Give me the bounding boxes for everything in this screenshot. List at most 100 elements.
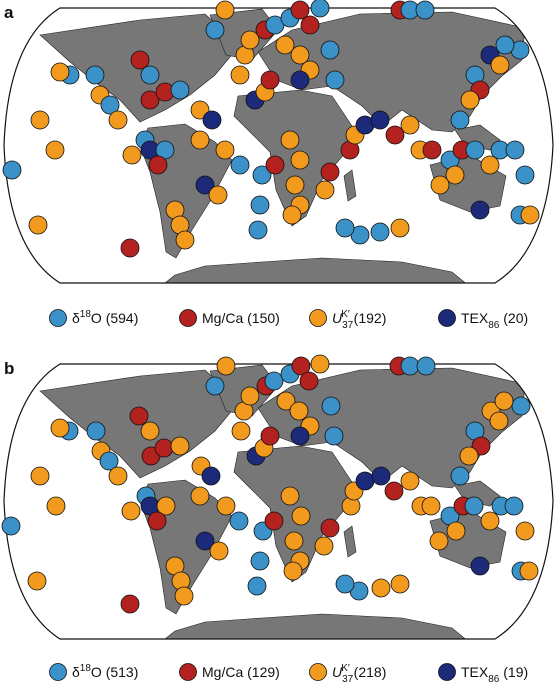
legend-text: (192) xyxy=(350,310,387,326)
site-marker xyxy=(248,220,268,240)
site-marker xyxy=(370,222,390,242)
site-marker xyxy=(290,0,310,20)
legend-text: 18 xyxy=(80,663,92,674)
site-marker xyxy=(390,218,410,238)
legend-marker xyxy=(438,663,456,681)
site-marker xyxy=(252,165,272,185)
site-marker xyxy=(174,586,194,606)
legend-text: δ xyxy=(72,310,80,326)
site-marker xyxy=(260,70,280,90)
site-marker xyxy=(264,371,284,391)
site-marker xyxy=(384,481,404,501)
site-marker xyxy=(215,140,235,160)
site-marker xyxy=(140,65,160,85)
site-marker xyxy=(465,140,485,160)
legend-text: TEX xyxy=(461,664,489,680)
site-marker xyxy=(195,175,215,195)
site-marker xyxy=(490,55,510,75)
site-marker xyxy=(470,200,490,220)
site-marker xyxy=(202,110,222,130)
site-marker xyxy=(120,594,140,614)
site-marker xyxy=(28,215,48,235)
legend-text: K′ xyxy=(341,309,350,320)
site-marker xyxy=(429,531,449,551)
site-marker xyxy=(147,511,167,531)
site-marker xyxy=(370,110,390,130)
site-marker xyxy=(415,0,435,20)
site-marker xyxy=(230,65,250,85)
site-marker xyxy=(250,195,270,215)
legend-text: U xyxy=(332,310,343,326)
site-marker xyxy=(247,576,267,596)
legend-label: U37K′ (192) xyxy=(332,309,386,331)
site-marker xyxy=(229,511,249,531)
site-marker xyxy=(290,426,310,446)
site-marker xyxy=(470,556,490,576)
legend-text: Mg/Ca (129) xyxy=(202,664,280,680)
legend-label: U37K′ (218) xyxy=(332,663,386,685)
legend-label: TEX86 (19) xyxy=(461,664,528,685)
site-marker xyxy=(284,531,304,551)
site-marker xyxy=(422,140,442,160)
site-marker xyxy=(85,65,105,85)
site-marker xyxy=(400,471,420,491)
legend-marker xyxy=(309,663,327,681)
site-marker xyxy=(315,180,335,200)
legend-text: δ xyxy=(72,664,80,680)
site-marker xyxy=(450,110,470,130)
site-marker xyxy=(30,110,50,130)
site-marker xyxy=(320,518,340,538)
site-marker xyxy=(495,35,515,55)
site-markers xyxy=(2,0,540,258)
legend-marker xyxy=(179,309,197,327)
site-markers xyxy=(1,354,539,614)
site-marker xyxy=(154,438,174,458)
site-marker xyxy=(355,471,375,491)
site-marker xyxy=(314,536,334,556)
site-marker xyxy=(205,20,225,40)
site-marker xyxy=(140,421,160,441)
site-marker xyxy=(320,162,340,182)
site-marker xyxy=(108,466,128,486)
site-marker xyxy=(215,0,235,20)
legend-text: (20) xyxy=(499,310,528,326)
site-marker xyxy=(175,230,195,250)
legend-text: O (513) xyxy=(91,664,138,680)
site-marker xyxy=(480,511,500,531)
site-marker xyxy=(250,551,270,571)
site-marker xyxy=(216,356,236,376)
legend-label: TEX86 (20) xyxy=(461,310,528,331)
site-marker xyxy=(156,496,176,516)
site-marker xyxy=(511,396,531,416)
site-marker xyxy=(122,145,142,165)
site-marker xyxy=(280,486,300,506)
site-marker xyxy=(276,391,296,411)
site-marker xyxy=(282,205,302,225)
site-marker xyxy=(129,406,149,426)
site-marker xyxy=(385,125,405,145)
site-marker xyxy=(99,451,119,471)
site-marker xyxy=(280,130,300,150)
legend-text: O (594) xyxy=(91,310,138,326)
legend-text: 37 xyxy=(342,674,354,685)
site-marker xyxy=(320,40,340,60)
site-marker xyxy=(50,418,70,438)
site-marker xyxy=(208,185,228,205)
site-marker xyxy=(290,70,310,90)
site-marker xyxy=(121,501,141,521)
site-marker xyxy=(291,506,311,526)
legend-text: Mg/Ca (150) xyxy=(202,310,280,326)
site-marker xyxy=(275,35,295,55)
legend-text: (218) xyxy=(350,664,387,680)
site-marker xyxy=(50,62,70,82)
site-marker xyxy=(45,140,65,160)
site-marker xyxy=(400,356,420,376)
site-marker xyxy=(321,396,341,416)
site-marker xyxy=(335,574,355,594)
site-marker xyxy=(260,426,280,446)
legend-text: TEX xyxy=(461,310,489,326)
site-marker xyxy=(205,376,225,396)
site-marker xyxy=(86,421,106,441)
legend-text: U xyxy=(332,664,343,680)
